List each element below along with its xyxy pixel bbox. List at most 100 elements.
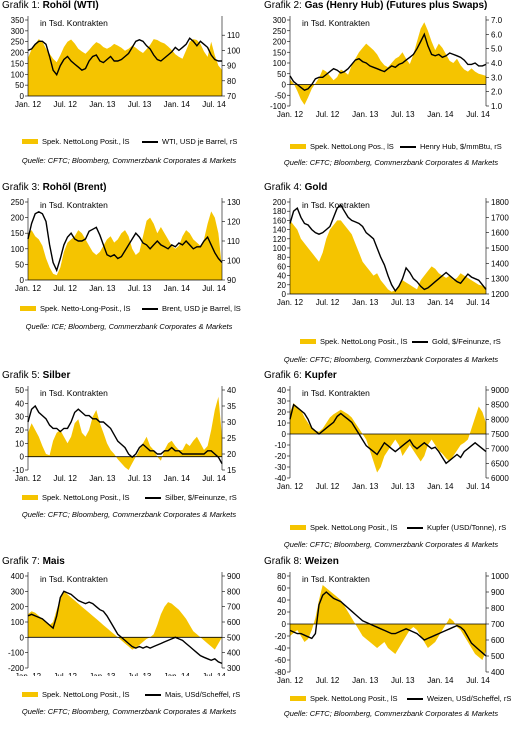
right-tick-label: 7500 xyxy=(491,430,509,439)
right-tick-label: 9000 xyxy=(491,386,509,395)
area-series xyxy=(290,585,486,660)
right-tick-label: 100 xyxy=(227,46,241,55)
chart-6: -40 -30 -20 -10 0 10 20 30 40 6000 6500 7000 7500 800… xyxy=(274,386,509,491)
right-tick-label: 3.0 xyxy=(491,73,503,82)
right-tick-label: 70 xyxy=(227,92,236,101)
source-note: Quelle: CFTC; Bloomberg, Commerzbank Cor… xyxy=(283,158,499,167)
right-tick-label: 300 xyxy=(227,664,241,673)
left-tick-label: 150 xyxy=(11,229,25,238)
x-tick-label: Jul. 12 xyxy=(316,676,340,685)
x-tick-label: Jul. 13 xyxy=(128,284,152,293)
left-tick-label: -200 xyxy=(8,664,25,673)
chart-panel-4: Grafik 4: Gold 0 20 40 60 80 100 120 140 160 180 2… xyxy=(262,182,520,364)
left-tick-label: 10 xyxy=(277,419,286,428)
line-series xyxy=(27,404,223,464)
annotation: in Tsd. Kontrakten xyxy=(302,200,370,210)
x-tick-label: Jul. 13 xyxy=(391,482,415,491)
left-tick-label: 200 xyxy=(11,603,25,612)
left-tick-label: 80 xyxy=(277,572,286,581)
area-series xyxy=(28,39,222,96)
right-tick-label: 120 xyxy=(227,218,241,227)
x-tick-label: Jan. 12 xyxy=(15,672,42,676)
line-series xyxy=(289,403,487,465)
chart-title: Grafik 2: Gas (Henry Hub) (Futures plus … xyxy=(264,0,488,11)
chart-title: Grafik 5: Silber xyxy=(2,370,71,381)
left-tick-label: -40 xyxy=(274,474,286,483)
area-series xyxy=(290,403,486,473)
x-tick-label: Jan. 14 xyxy=(427,298,454,307)
line-series xyxy=(289,204,487,293)
left-tick-label: 50 xyxy=(15,386,24,395)
x-tick-label: Jan. 12 xyxy=(277,110,304,119)
x-tick-label: Jul. 12 xyxy=(53,284,77,293)
x-tick-label: Jan. 13 xyxy=(352,676,379,685)
annotation: in Tsd. Kontrakten xyxy=(40,574,108,584)
left-tick-label: 200 xyxy=(11,49,25,58)
left-tick-label: 300 xyxy=(273,16,287,25)
chart-5: -10 0 10 20 30 40 50 15 20 25 30 35 40 Jan. 12 Jul. 12… xyxy=(12,386,236,483)
annotation: in Tsd. Kontrakten xyxy=(302,18,370,28)
x-tick-label: Jan. 13 xyxy=(352,298,379,307)
left-tick-label: 0 xyxy=(282,290,287,299)
right-tick-label: 1400 xyxy=(491,259,509,268)
left-tick-label: 40 xyxy=(277,386,286,395)
x-tick-label: Jul. 14 xyxy=(466,676,490,685)
area-series xyxy=(290,22,486,105)
area-series xyxy=(290,220,486,294)
right-tick-label: 1000 xyxy=(491,572,509,581)
left-tick-label: 100 xyxy=(273,59,287,68)
x-tick-label: Jul. 14 xyxy=(202,672,226,676)
right-tick-label: 15 xyxy=(227,466,236,475)
x-tick-label: Jul. 12 xyxy=(316,110,340,119)
right-tick-label: 1800 xyxy=(491,198,509,207)
right-tick-label: 1300 xyxy=(491,275,509,284)
left-tick-label: 40 xyxy=(277,596,286,605)
x-tick-label: Jan. 14 xyxy=(427,676,454,685)
x-tick-label: Jul. 13 xyxy=(128,672,152,676)
left-tick-label: -40 xyxy=(274,644,286,653)
left-tick-label: -50 xyxy=(274,91,286,100)
x-tick-label: Jul. 12 xyxy=(316,482,340,491)
x-tick-label: Jul. 14 xyxy=(202,284,226,293)
source-note: Quelle: CFTC; Bloomberg, Commerzbank Cor… xyxy=(283,355,499,364)
right-tick-label: 8500 xyxy=(491,401,509,410)
right-tick-label: 7.0 xyxy=(491,16,503,25)
right-tick-label: 130 xyxy=(227,198,241,207)
chart-panel-1: Grafik 1: Rohöl (WTI) 0 50 100 150 200 250 300… xyxy=(0,0,258,178)
left-tick-label: -10 xyxy=(274,441,286,450)
annotation: in Tsd. Kontrakten xyxy=(40,18,108,28)
left-tick-label: -80 xyxy=(274,668,286,677)
x-tick-label: Jul. 14 xyxy=(466,110,490,119)
chart-3: 0 50 100 150 200 250 90 100 110 120 130 Jan. 12 Jul.… xyxy=(11,198,241,293)
left-tick-label: 20 xyxy=(15,426,24,435)
right-tick-label: 25 xyxy=(227,434,236,443)
x-tick-label: Jan. 13 xyxy=(352,110,379,119)
left-tick-label: 0 xyxy=(20,276,25,285)
right-tick-label: 40 xyxy=(227,386,236,395)
left-tick-label: 140 xyxy=(273,226,287,235)
left-tick-label: 100 xyxy=(11,245,25,254)
x-tick-label: Jan. 13 xyxy=(89,284,116,293)
chart-8: -80 -60 -40 -20 0 20 40 60 80 400 500 600 700 800 900 1… xyxy=(274,572,509,685)
right-tick-label: 400 xyxy=(491,668,505,677)
right-tick-label: 7000 xyxy=(491,445,509,454)
right-tick-label: 110 xyxy=(227,237,240,246)
x-tick-label: Jan. 12 xyxy=(277,676,304,685)
left-tick-label: 40 xyxy=(277,272,286,281)
x-tick-label: Jul. 14 xyxy=(466,298,490,307)
x-tick-label: Jan. 14 xyxy=(164,100,191,109)
chart-panel-5: Grafik 5: Silber -10 0 10 20 30 40 50 15 20 25 30 3… xyxy=(0,370,258,548)
right-tick-label: 1600 xyxy=(491,229,509,238)
area-series xyxy=(28,211,222,280)
area-series xyxy=(28,591,222,650)
left-tick-label: 60 xyxy=(277,262,286,271)
left-tick-label: -20 xyxy=(274,632,286,641)
chart-title: Grafik 8: Weizen xyxy=(264,556,339,567)
right-tick-label: 1700 xyxy=(491,213,509,222)
right-tick-label: 800 xyxy=(227,587,241,596)
x-tick-label: Jan. 14 xyxy=(164,474,191,483)
x-tick-label: Jul. 13 xyxy=(391,298,415,307)
left-tick-label: 20 xyxy=(277,408,286,417)
source-note: Quelle: CFTC; Bloomberg, Commerzbank Cor… xyxy=(283,709,499,718)
